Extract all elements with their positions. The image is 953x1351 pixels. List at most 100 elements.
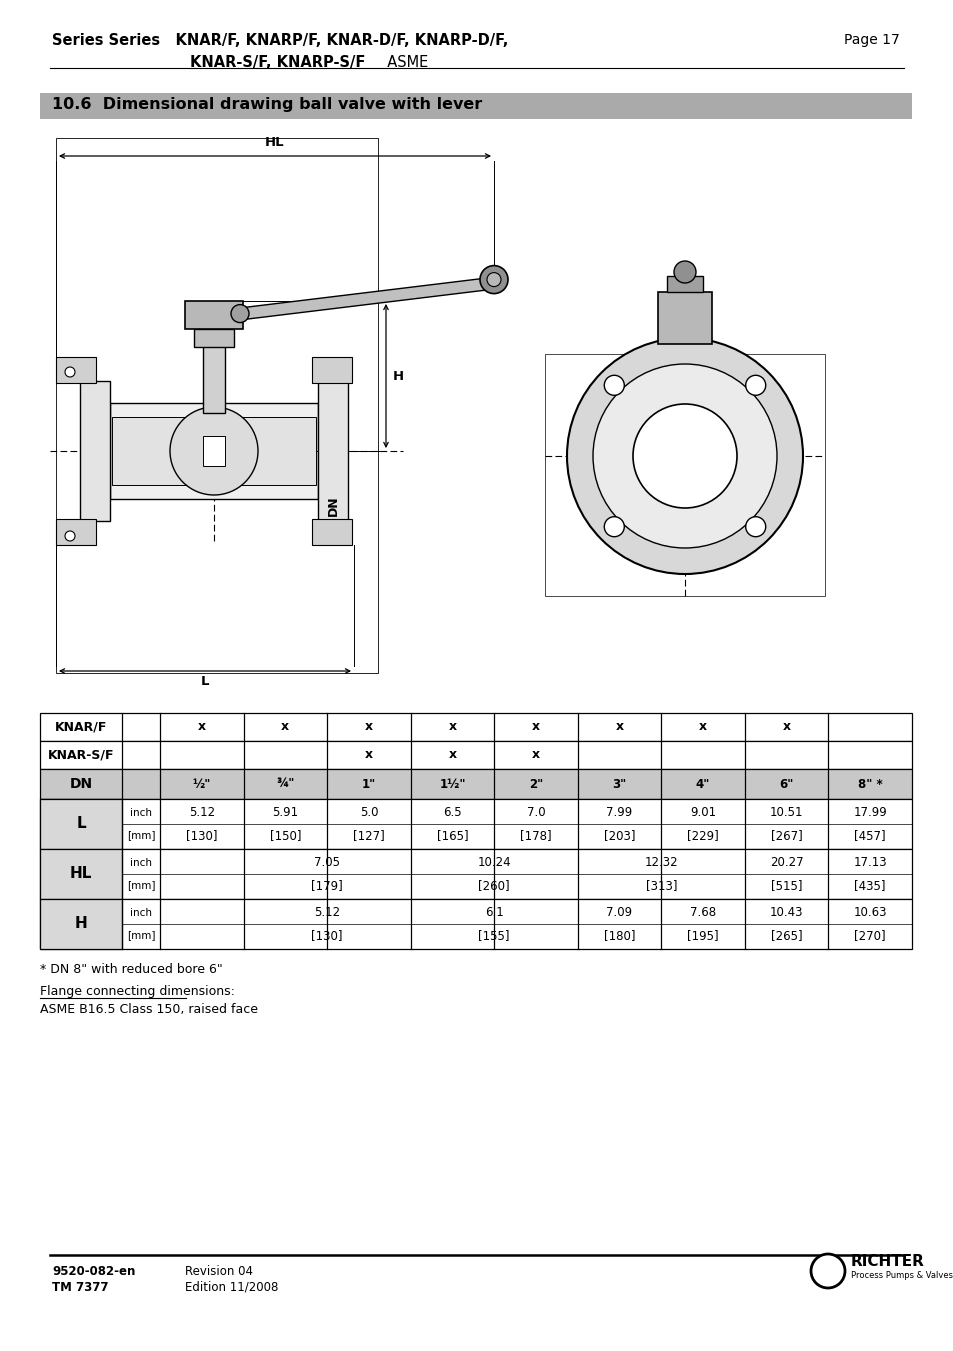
Text: [260]: [260] bbox=[477, 880, 510, 892]
Text: x: x bbox=[532, 720, 539, 734]
Text: 5.91: 5.91 bbox=[272, 807, 298, 819]
Text: 7.05: 7.05 bbox=[314, 857, 340, 869]
Text: [180]: [180] bbox=[603, 929, 635, 942]
Text: Page 17: Page 17 bbox=[843, 32, 899, 47]
Bar bbox=[40, 848, 911, 898]
Text: Edition 11/2008: Edition 11/2008 bbox=[185, 1281, 278, 1294]
Bar bbox=[40, 798, 911, 848]
Circle shape bbox=[479, 266, 507, 293]
Text: L: L bbox=[200, 676, 209, 688]
Bar bbox=[110, 403, 317, 499]
Text: [127]: [127] bbox=[353, 830, 384, 842]
Text: 20.27: 20.27 bbox=[769, 857, 802, 869]
Text: HL: HL bbox=[265, 136, 285, 149]
Circle shape bbox=[633, 404, 737, 508]
Text: Revision 04: Revision 04 bbox=[185, 1265, 253, 1278]
Text: DN: DN bbox=[70, 777, 92, 790]
Text: 10.63: 10.63 bbox=[853, 907, 886, 919]
Text: [178]: [178] bbox=[519, 830, 551, 842]
Text: 3": 3" bbox=[612, 777, 626, 790]
Text: 1": 1" bbox=[361, 777, 375, 790]
Text: [203]: [203] bbox=[603, 830, 635, 842]
Circle shape bbox=[65, 367, 75, 377]
Bar bbox=[544, 354, 824, 596]
Text: Series Series   KNAR/F, KNARP/F, KNAR-D/F, KNARP-D/F,: Series Series KNAR/F, KNARP/F, KNAR-D/F,… bbox=[52, 32, 508, 49]
Text: inch: inch bbox=[130, 908, 152, 917]
Bar bbox=[56, 357, 96, 382]
Text: inch: inch bbox=[130, 858, 152, 867]
Text: x: x bbox=[281, 720, 289, 734]
Text: ½": ½" bbox=[193, 777, 211, 790]
Text: 7.68: 7.68 bbox=[689, 907, 716, 919]
Circle shape bbox=[566, 338, 802, 574]
Circle shape bbox=[603, 516, 623, 536]
Text: [150]: [150] bbox=[270, 830, 301, 842]
Bar bbox=[40, 798, 122, 848]
Text: x: x bbox=[448, 720, 456, 734]
Text: R: R bbox=[821, 1262, 833, 1278]
Text: 10.24: 10.24 bbox=[476, 857, 511, 869]
Text: Process Pumps & Valves: Process Pumps & Valves bbox=[850, 1271, 952, 1281]
Text: * DN 8" with reduced bore 6": * DN 8" with reduced bore 6" bbox=[40, 963, 222, 975]
Circle shape bbox=[65, 531, 75, 540]
Text: 12.32: 12.32 bbox=[644, 857, 678, 869]
Text: KNAR/F: KNAR/F bbox=[54, 720, 107, 734]
Text: L: L bbox=[76, 816, 86, 831]
Bar bbox=[317, 381, 348, 521]
Text: [mm]: [mm] bbox=[127, 931, 155, 940]
Text: [130]: [130] bbox=[311, 929, 342, 942]
Bar bbox=[312, 357, 352, 382]
Text: 6.1: 6.1 bbox=[484, 907, 503, 919]
Text: 4": 4" bbox=[695, 777, 710, 790]
Bar bbox=[40, 898, 911, 948]
Bar bbox=[40, 93, 911, 119]
Text: [130]: [130] bbox=[186, 830, 217, 842]
Text: ¾": ¾" bbox=[275, 777, 294, 790]
Text: 10.43: 10.43 bbox=[769, 907, 802, 919]
Text: 7.0: 7.0 bbox=[526, 807, 545, 819]
Text: 7.09: 7.09 bbox=[606, 907, 632, 919]
Text: TM 7377: TM 7377 bbox=[52, 1281, 109, 1294]
Text: x: x bbox=[364, 748, 373, 762]
Text: 5.0: 5.0 bbox=[359, 807, 377, 819]
Text: [515]: [515] bbox=[770, 880, 801, 892]
Text: 7.99: 7.99 bbox=[606, 807, 632, 819]
Text: [mm]: [mm] bbox=[127, 831, 155, 840]
Text: [270]: [270] bbox=[854, 929, 885, 942]
Text: [457]: [457] bbox=[854, 830, 885, 842]
Bar bbox=[40, 898, 122, 948]
Text: [265]: [265] bbox=[770, 929, 801, 942]
Text: x: x bbox=[364, 720, 373, 734]
Text: x: x bbox=[448, 748, 456, 762]
Text: H: H bbox=[393, 370, 404, 382]
Text: DN: DN bbox=[326, 496, 339, 516]
Bar bbox=[112, 417, 315, 485]
Text: [mm]: [mm] bbox=[127, 881, 155, 890]
Text: 17.99: 17.99 bbox=[852, 807, 886, 819]
Bar bbox=[80, 381, 110, 521]
Bar bbox=[40, 740, 911, 769]
Text: 5.12: 5.12 bbox=[314, 907, 340, 919]
Bar bbox=[666, 276, 702, 292]
Circle shape bbox=[231, 304, 249, 323]
Text: 9.01: 9.01 bbox=[689, 807, 716, 819]
Text: [435]: [435] bbox=[854, 880, 885, 892]
Text: ASME B16.5 Class 150, raised face: ASME B16.5 Class 150, raised face bbox=[40, 1002, 257, 1016]
Bar bbox=[185, 301, 243, 330]
Bar bbox=[56, 138, 377, 673]
Circle shape bbox=[810, 1254, 844, 1288]
Circle shape bbox=[745, 376, 765, 396]
Text: Flange connecting dimensions:: Flange connecting dimensions: bbox=[40, 985, 234, 998]
Circle shape bbox=[593, 363, 776, 549]
Text: 17.13: 17.13 bbox=[853, 857, 886, 869]
Bar bbox=[193, 330, 233, 347]
Text: HL: HL bbox=[70, 866, 92, 881]
Text: x: x bbox=[532, 748, 539, 762]
Circle shape bbox=[673, 261, 696, 282]
Text: x: x bbox=[781, 720, 790, 734]
Text: 10.6  Dimensional drawing ball valve with lever: 10.6 Dimensional drawing ball valve with… bbox=[52, 97, 482, 112]
Bar bbox=[40, 769, 911, 798]
Polygon shape bbox=[243, 277, 490, 320]
Text: 9520-082-en: 9520-082-en bbox=[52, 1265, 135, 1278]
Circle shape bbox=[745, 516, 765, 536]
